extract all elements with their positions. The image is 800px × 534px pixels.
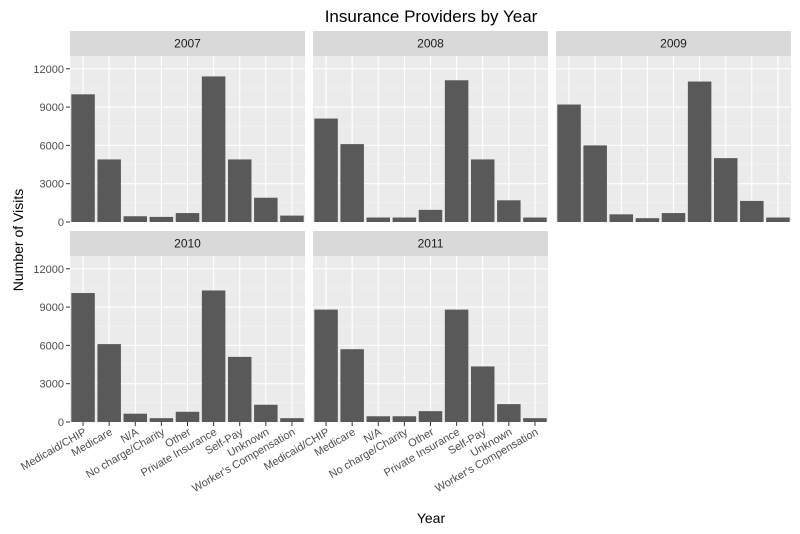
bar bbox=[661, 213, 686, 222]
y-tick-label: 9000 bbox=[40, 102, 64, 114]
bar bbox=[470, 366, 495, 422]
bar bbox=[340, 349, 364, 422]
bar bbox=[254, 404, 278, 422]
y-axis-title: Number of Visits bbox=[10, 189, 26, 291]
bar bbox=[201, 76, 226, 222]
facet-strip-label: 2010 bbox=[174, 237, 201, 251]
bar bbox=[366, 217, 391, 222]
bar bbox=[149, 216, 174, 222]
bar bbox=[227, 356, 252, 422]
bar bbox=[740, 200, 764, 222]
bar bbox=[444, 80, 469, 222]
facet-panels: 2007 0 3000 6000 9000 12000 2008 2009 2010 0 3000 6… bbox=[19, 31, 791, 495]
bar bbox=[280, 215, 304, 222]
bar bbox=[609, 214, 634, 222]
bar bbox=[418, 209, 443, 222]
facet-strip-label: 2008 bbox=[417, 37, 444, 51]
facet-strip-label: 2009 bbox=[660, 37, 687, 51]
bar bbox=[418, 411, 443, 422]
y-tick-label: 12000 bbox=[33, 264, 64, 276]
bar bbox=[366, 416, 391, 422]
facet-strip-label: 2011 bbox=[418, 237, 444, 251]
bar bbox=[713, 158, 738, 222]
bar bbox=[201, 290, 226, 422]
bar bbox=[123, 413, 148, 422]
bar bbox=[71, 293, 95, 422]
bar bbox=[444, 309, 469, 422]
facet-strip bbox=[313, 31, 548, 56]
bar bbox=[687, 81, 712, 223]
y-tick-label: 3000 bbox=[40, 379, 64, 391]
y-tick-label: 0 bbox=[58, 217, 64, 229]
bar bbox=[583, 145, 607, 222]
facet-strip-label: 2007 bbox=[174, 37, 201, 51]
facet-strip bbox=[70, 231, 305, 256]
y-tick-label: 3000 bbox=[40, 179, 64, 191]
y-tick-label: 6000 bbox=[40, 340, 64, 352]
bar bbox=[314, 309, 338, 422]
y-tick-label: 9000 bbox=[40, 302, 64, 314]
facet-panel: 2007 0 3000 6000 9000 12000 bbox=[33, 31, 305, 229]
x-axis-title: Year bbox=[417, 510, 446, 526]
bar bbox=[470, 159, 495, 222]
facet-panel: 2009 bbox=[556, 31, 791, 223]
bar bbox=[97, 344, 121, 422]
bar bbox=[280, 418, 304, 422]
y-tick-label: 6000 bbox=[40, 140, 64, 152]
facet-panel: 2008 bbox=[313, 31, 548, 223]
bar bbox=[392, 217, 417, 222]
facet-strip bbox=[313, 231, 548, 256]
bar bbox=[314, 118, 338, 222]
y-tick-label: 12000 bbox=[33, 64, 64, 76]
facet-strip bbox=[556, 31, 791, 56]
bar bbox=[635, 218, 660, 222]
facet-panel: 2010030006000900012000Medicaid/CHIPMedic… bbox=[19, 231, 305, 495]
bar bbox=[149, 418, 174, 422]
bar bbox=[523, 418, 547, 422]
bar bbox=[175, 213, 200, 222]
bar bbox=[254, 197, 278, 222]
bar bbox=[766, 217, 790, 222]
bar bbox=[227, 159, 252, 222]
bar bbox=[497, 200, 521, 222]
bar bbox=[392, 416, 417, 422]
bar bbox=[340, 144, 364, 222]
bar bbox=[175, 411, 200, 422]
chart-title: Insurance Providers by Year bbox=[325, 7, 538, 26]
facet-strip bbox=[70, 31, 305, 56]
bar bbox=[497, 404, 521, 422]
y-tick-label: 0 bbox=[58, 417, 64, 429]
bar bbox=[123, 216, 148, 222]
bar bbox=[557, 104, 581, 222]
bar bbox=[97, 159, 121, 222]
bar bbox=[71, 94, 95, 222]
bar bbox=[523, 217, 547, 222]
